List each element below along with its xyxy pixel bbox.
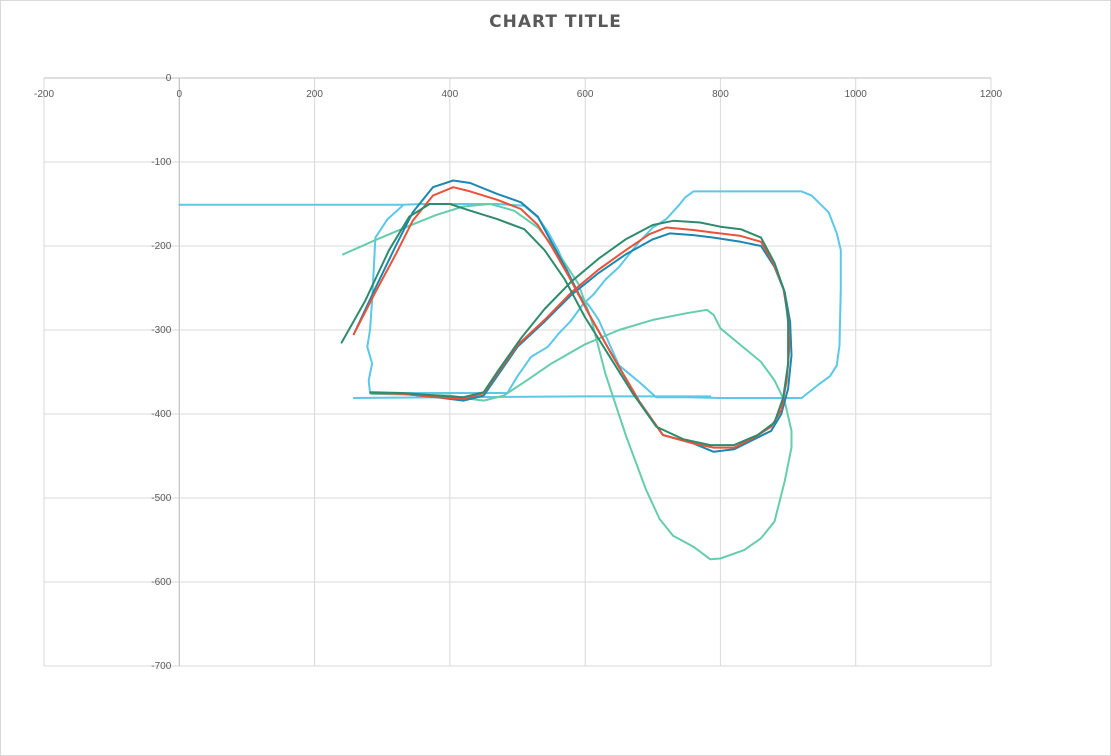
- series-line-6: [340, 203, 790, 447]
- y-tick-label: 0: [166, 73, 172, 84]
- grid-lines: [43, 77, 992, 667]
- y-tick-label: -300: [151, 325, 171, 336]
- y-tick-label: -400: [151, 409, 171, 420]
- series-line-2: [352, 395, 712, 399]
- x-tick-label: 0: [177, 89, 183, 100]
- x-tick-label: 1000: [845, 89, 868, 100]
- series-group: [178, 179, 842, 561]
- series-line-1: [178, 190, 842, 399]
- y-tick-label: -200: [151, 241, 171, 252]
- tick-labels: -200 0 200 400 600 800 1000 1200 0 -100 -200 -300 -4…: [34, 73, 1003, 672]
- x-tick-label: 600: [577, 89, 594, 100]
- series-line-4: [352, 179, 793, 453]
- y-tick-label: -100: [151, 157, 171, 168]
- axes: [44, 77, 991, 666]
- series-line-3: [342, 203, 793, 561]
- y-tick-label: -600: [151, 577, 171, 588]
- y-tick-label: -500: [151, 493, 171, 504]
- x-tick-label: 200: [306, 89, 323, 100]
- x-tick-label: 800: [712, 89, 729, 100]
- x-tick-label: 1200: [980, 89, 1003, 100]
- x-tick-label: 400: [442, 89, 459, 100]
- y-tick-label: -700: [151, 661, 171, 672]
- x-tick-label: -200: [34, 89, 54, 100]
- chart-title: CHART TITLE: [489, 12, 622, 32]
